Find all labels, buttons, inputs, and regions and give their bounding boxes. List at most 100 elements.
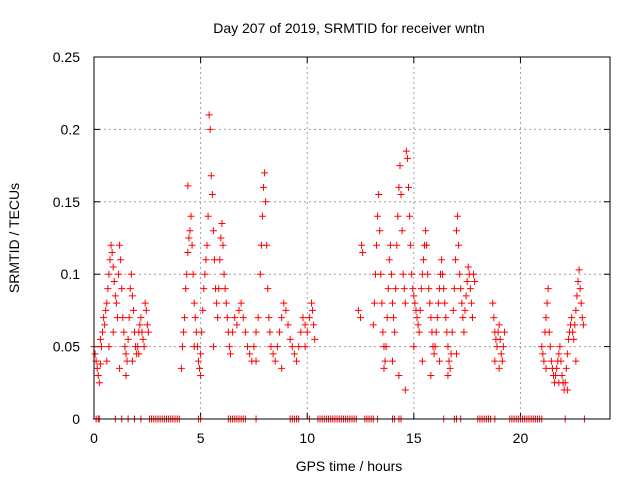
data-point-marker: [427, 314, 435, 322]
data-point-marker: [452, 227, 460, 235]
chart-title: Day 207 of 2019, SRMTID for receiver wnt…: [213, 20, 485, 36]
data-point-marker: [427, 372, 435, 380]
data-point-marker: [266, 328, 274, 336]
data-point-marker: [433, 314, 441, 322]
data-point-marker: [265, 314, 273, 322]
data-point-marker: [196, 364, 204, 372]
data-point-marker: [233, 321, 241, 329]
data-point-marker: [573, 292, 581, 300]
data-points: [90, 111, 588, 423]
data-point-marker: [357, 314, 365, 322]
data-point-marker: [116, 241, 124, 249]
data-point-marker: [384, 285, 392, 293]
data-point-marker: [543, 299, 551, 307]
data-point-marker: [409, 285, 417, 293]
data-point-marker: [134, 343, 142, 351]
data-point-marker: [387, 270, 395, 278]
data-point-marker: [128, 357, 136, 365]
data-point-marker: [386, 241, 394, 249]
data-point-marker: [468, 314, 476, 322]
data-point-marker: [490, 314, 498, 322]
data-point-marker: [378, 299, 386, 307]
data-point-marker: [138, 328, 146, 336]
data-point-marker: [103, 357, 111, 365]
data-point-marker: [540, 357, 548, 365]
data-point-marker: [209, 227, 217, 235]
data-point-marker: [295, 343, 303, 351]
data-point-marker: [500, 328, 508, 336]
data-point-marker: [301, 343, 309, 351]
x-tick-label: 20: [513, 430, 529, 446]
data-point-marker: [231, 314, 239, 322]
data-point-marker: [109, 263, 117, 271]
data-point-marker: [407, 241, 415, 249]
data-point-marker: [208, 191, 216, 199]
data-point-marker: [438, 256, 446, 264]
data-point-marker: [109, 328, 117, 336]
data-point-marker: [264, 285, 272, 293]
data-point-marker: [415, 328, 423, 336]
data-point-marker: [106, 256, 114, 264]
x-tick-label: 0: [90, 430, 98, 446]
data-point-marker: [218, 220, 226, 228]
x-axis-label: GPS time / hours: [296, 458, 403, 474]
data-point-marker: [190, 343, 198, 351]
data-point-marker: [498, 357, 506, 365]
data-point-marker: [111, 292, 119, 300]
data-point-marker: [442, 314, 450, 322]
data-point-marker: [215, 285, 223, 293]
data-point-marker: [542, 314, 550, 322]
data-point-marker: [410, 292, 418, 300]
data-point-marker: [379, 328, 387, 336]
data-point-marker: [578, 314, 586, 322]
data-point-marker: [122, 350, 130, 358]
data-point-marker: [120, 328, 128, 336]
y-tick-label: 0: [72, 411, 80, 427]
data-point-marker: [216, 256, 224, 264]
data-point-marker: [191, 314, 199, 322]
data-point-marker: [495, 364, 503, 372]
data-point-marker: [496, 335, 504, 343]
data-point-marker: [395, 372, 403, 380]
data-point-marker: [103, 299, 111, 307]
data-point-marker: [100, 314, 108, 322]
data-point-marker: [91, 350, 99, 358]
data-point-marker: [382, 343, 390, 351]
data-point-marker: [561, 379, 569, 387]
data-point-marker: [434, 299, 442, 307]
data-point-marker: [93, 364, 101, 372]
data-point-marker: [568, 314, 576, 322]
data-point-marker: [136, 321, 144, 329]
data-point-marker: [410, 343, 418, 351]
data-point-marker: [555, 350, 563, 358]
data-point-marker: [252, 328, 260, 336]
data-point-marker: [305, 314, 313, 322]
data-point-marker: [286, 335, 294, 343]
data-point-marker: [186, 227, 194, 235]
data-point-marker: [181, 314, 189, 322]
data-point-marker: [400, 285, 408, 293]
data-point-marker: [417, 285, 425, 293]
data-point-marker: [226, 350, 234, 358]
data-point-marker: [411, 299, 419, 307]
data-point-marker: [542, 364, 550, 372]
x-tick-label: 15: [406, 430, 422, 446]
data-point-marker: [288, 343, 296, 351]
data-point-marker: [449, 306, 457, 314]
data-point-marker: [219, 241, 227, 249]
data-point-marker: [202, 256, 210, 264]
data-point-marker: [122, 372, 130, 380]
data-point-marker: [269, 350, 277, 358]
data-point-marker: [118, 285, 126, 293]
data-point-marker: [203, 241, 211, 249]
data-point-marker: [385, 256, 393, 264]
data-point-marker: [392, 285, 400, 293]
data-point-marker: [557, 357, 565, 365]
data-point-marker: [116, 364, 124, 372]
data-point-marker: [182, 285, 190, 293]
data-point-marker: [204, 212, 212, 220]
data-point-marker: [497, 350, 505, 358]
data-point-marker: [246, 350, 254, 358]
data-point-marker: [395, 183, 403, 191]
data-point-marker: [445, 357, 453, 365]
